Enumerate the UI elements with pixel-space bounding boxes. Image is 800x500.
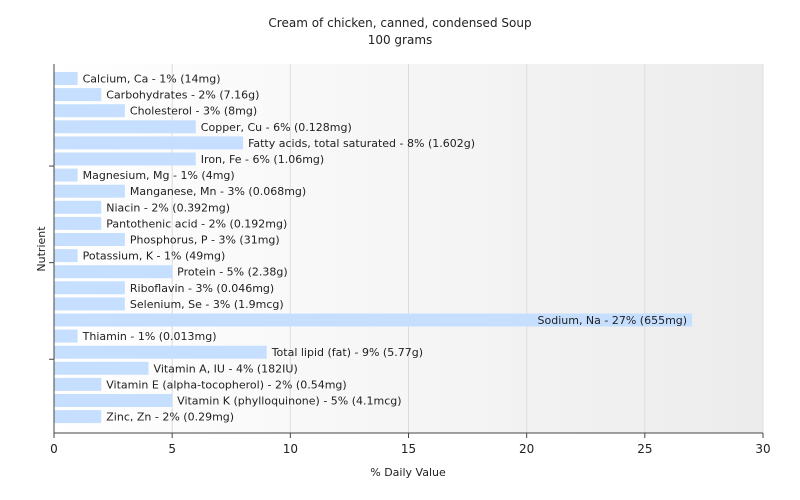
bar-label: Magnesium, Mg - 1% (4mg) bbox=[83, 169, 235, 182]
bar-labels-group: Calcium, Ca - 1% (14mg) Carbohydrates - 2… bbox=[82, 73, 687, 424]
x-tick-label: 5 bbox=[168, 442, 176, 456]
bar bbox=[54, 281, 125, 295]
bar-label: Protein - 5% (2.38g) bbox=[177, 266, 288, 279]
bar-label: Vitamin E (alpha-tocopherol) - 2% (0.54m… bbox=[106, 378, 346, 391]
chart-subtitle: 100 grams bbox=[368, 33, 433, 47]
bar bbox=[54, 72, 78, 85]
bar-label: Niacin - 2% (0.392mg) bbox=[106, 201, 230, 214]
bar bbox=[54, 249, 78, 263]
bar bbox=[54, 313, 693, 327]
bar bbox=[54, 88, 102, 102]
bar bbox=[54, 329, 78, 343]
bar-label: Riboflavin - 3% (0.046mg) bbox=[130, 282, 274, 295]
bar bbox=[54, 361, 149, 375]
x-tick-label: 0 bbox=[50, 442, 58, 456]
bar bbox=[54, 200, 102, 214]
bar bbox=[54, 104, 125, 118]
bar-label: Fatty acids, total saturated - 8% (1.602… bbox=[248, 137, 475, 150]
bar bbox=[54, 152, 196, 166]
bar-label: Calcium, Ca - 1% (14mg) bbox=[83, 73, 221, 86]
bar-label: Phosphorus, P - 3% (31mg) bbox=[130, 234, 280, 247]
bar-label: Selenium, Se - 3% (1.9mcg) bbox=[130, 298, 284, 311]
x-tick-label: 15 bbox=[401, 442, 416, 456]
axes-group bbox=[49, 64, 764, 438]
bar-label: Cholesterol - 3% (8mg) bbox=[130, 105, 257, 118]
bar-label: Manganese, Mn - 3% (0.068mg) bbox=[130, 185, 306, 198]
bar-label: Zinc, Zn - 2% (0.29mg) bbox=[106, 411, 234, 424]
bar-label: Sodium, Na - 27% (655mg) bbox=[538, 314, 688, 327]
x-tick-labels: 0 5 10 15 20 25 30 bbox=[50, 442, 770, 456]
x-tick-label: 25 bbox=[637, 442, 652, 456]
chart-title: Cream of chicken, canned, condensed Soup bbox=[268, 16, 531, 30]
x-tick-label: 10 bbox=[283, 442, 298, 456]
bar bbox=[54, 168, 78, 182]
bar bbox=[54, 216, 102, 230]
bar bbox=[54, 136, 244, 150]
bar-label: Carbohydrates - 2% (7.16g) bbox=[106, 89, 259, 102]
bar bbox=[54, 410, 102, 424]
bar bbox=[54, 394, 173, 407]
bar bbox=[54, 265, 173, 279]
bar bbox=[54, 184, 125, 198]
bar-label: Total lipid (fat) - 9% (5.77g) bbox=[271, 346, 423, 359]
x-axis-label: % Daily Value bbox=[370, 466, 446, 479]
bar-label: Iron, Fe - 6% (1.06mg) bbox=[201, 153, 324, 166]
bar bbox=[54, 233, 125, 246]
bar-label: Vitamin K (phylloquinone) - 5% (4.1mcg) bbox=[177, 395, 401, 408]
bar-label: Copper, Cu - 6% (0.128mg) bbox=[201, 121, 352, 134]
bar-label: Vitamin A, IU - 4% (182IU) bbox=[154, 362, 298, 375]
bar-label: Potassium, K - 1% (49mg) bbox=[83, 250, 226, 263]
bars-group bbox=[54, 72, 693, 424]
bar bbox=[54, 120, 196, 134]
y-axis-label: Nutrient bbox=[35, 226, 48, 272]
bar-label: Pantothenic acid - 2% (0.192mg) bbox=[106, 217, 287, 230]
bar bbox=[54, 377, 102, 391]
x-tick-label: 20 bbox=[519, 442, 534, 456]
bar bbox=[54, 345, 267, 359]
bar bbox=[54, 297, 125, 311]
x-tick-label: 30 bbox=[755, 442, 770, 456]
bar-label: Thiamin - 1% (0.013mg) bbox=[82, 330, 217, 343]
